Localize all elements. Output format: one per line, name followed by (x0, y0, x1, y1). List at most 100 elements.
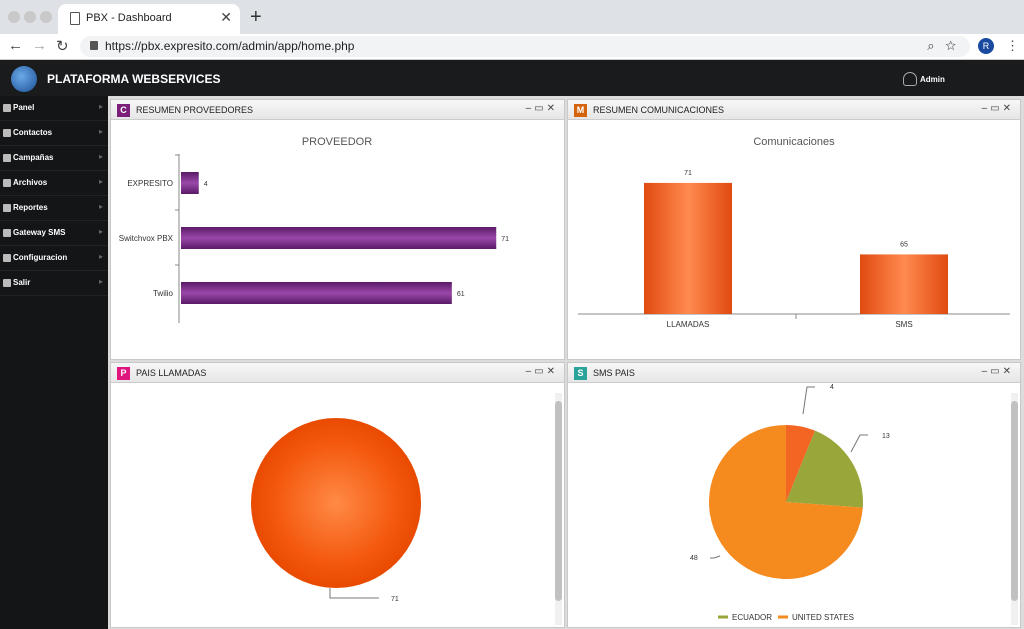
list-icon (3, 204, 11, 212)
sidebar-item-label: Reportes (13, 203, 48, 212)
scrollbar[interactable] (555, 393, 562, 625)
sidebar-item-panel[interactable]: Panel ▸ (0, 96, 108, 121)
sidebar-item-label: Configuracion (13, 253, 68, 262)
category-label: LLAMADAS (667, 320, 710, 329)
window-close-button[interactable] (8, 11, 20, 23)
sidebar-item-label: Campañas (13, 153, 54, 162)
sidebar-item-archivos[interactable]: Archivos ▸ (0, 171, 108, 196)
bar (860, 254, 948, 314)
page-icon (70, 12, 80, 25)
proveedor-bar-chart: PROVEEDOR EXPRESITO 4 Switchvox PBX 71 Twilio… (119, 136, 509, 323)
panel-window-controls[interactable]: –▭✕ (981, 103, 1014, 114)
pie-slice (786, 430, 863, 508)
panel-badge: M (574, 104, 587, 117)
profile-avatar[interactable]: R (978, 38, 994, 54)
user-icon[interactable] (903, 72, 917, 86)
panel-header: M RESUMEN COMUNICACIONES –▭✕ (568, 100, 1020, 120)
contacts-icon (3, 129, 11, 137)
pie-value-label: 4 (830, 384, 834, 391)
file-icon (3, 179, 11, 187)
pie-label-leader (802, 386, 815, 415)
layers-icon (3, 229, 11, 237)
panel-title: RESUMEN COMUNICACIONES (593, 105, 725, 115)
gear-icon (3, 254, 11, 262)
home-icon (3, 104, 11, 112)
bar (181, 282, 452, 304)
chevron-right-icon: ▸ (98, 227, 103, 236)
panel-title: PAIS LLAMADAS (136, 368, 207, 378)
panel-sms-pais: S SMS PAIS –▭✕ 4 13 48 ECUADOR UNITED STATES (567, 362, 1021, 628)
panel-header: S SMS PAIS –▭✕ (568, 363, 1020, 383)
pie-value-label: 48 (690, 555, 698, 562)
pie-value-label: 13 (882, 433, 890, 440)
url-text[interactable]: https://pbx.expresito.com/admin/app/home… (105, 39, 355, 53)
pie-slice (251, 418, 421, 588)
panel-pais-llamadas: P PAIS LLAMADAS –▭✕ 71 (110, 362, 565, 628)
panel-badge: S (574, 367, 587, 380)
app-header: PLATAFORMA WEBSERVICES Admin (0, 60, 1024, 96)
globe-logo-icon (11, 66, 37, 92)
chevron-right-icon: ▸ (98, 177, 103, 186)
reload-icon[interactable]: ↻ (56, 38, 69, 55)
category-label: Twilio (153, 289, 174, 298)
panel-window-controls[interactable]: –▭✕ (981, 366, 1014, 377)
scrollbar-thumb[interactable] (1011, 401, 1018, 601)
value-label: 65 (900, 241, 908, 248)
pie-label-leader (710, 555, 721, 559)
url-field[interactable]: https://pbx.expresito.com/admin/app/home… (80, 36, 970, 57)
panel-title: SMS PAIS (593, 368, 635, 378)
panel-badge: P (117, 367, 130, 380)
chart-title: Comunicaciones (753, 136, 835, 148)
browser-tab[interactable]: PBX - Dashboard ✕ (58, 4, 240, 34)
sidebar-item-contactos[interactable]: Contactos ▸ (0, 121, 108, 146)
scrollbar[interactable] (1011, 393, 1018, 625)
category-label: Switchvox PBX (119, 234, 174, 243)
back-icon[interactable]: ← (8, 37, 23, 54)
comunicaciones-bar-chart: Comunicaciones 71 LLAMADAS 65 SMS (578, 136, 1010, 329)
pie-slice (786, 425, 816, 502)
user-name[interactable]: Admin (920, 75, 945, 84)
logout-icon (3, 279, 11, 287)
sidebar-item-gateway-sms[interactable]: Gateway SMS ▸ (0, 221, 108, 246)
category-label: SMS (895, 320, 912, 329)
window-minimize-button[interactable] (24, 11, 36, 23)
bar (644, 182, 732, 314)
panel-window-controls[interactable]: –▭✕ (525, 103, 558, 114)
forward-icon[interactable]: → (32, 37, 47, 54)
value-label: 71 (501, 236, 509, 243)
address-bar: ← → ↻ https://pbx.expresito.com/admin/ap… (0, 34, 1024, 60)
panel-badge: C (117, 104, 130, 117)
menu-icon[interactable]: ⋮ (1006, 38, 1019, 53)
pie-label-leader (329, 588, 379, 599)
category-label: EXPRESITO (127, 179, 173, 188)
chevron-right-icon: ▸ (98, 252, 103, 261)
bar (181, 227, 497, 249)
legend-label: UNITED STATES (792, 613, 854, 622)
pais-llamadas-pie-chart: 71 (251, 418, 421, 603)
zoom-and-bookmark-icons[interactable]: ⌕ ☆ (927, 38, 956, 53)
pie-value-label: 71 (391, 596, 399, 603)
tab-close-icon[interactable]: ✕ (220, 9, 232, 25)
browser-tab-bar: PBX - Dashboard ✕ + (0, 0, 1024, 34)
sidebar: Panel ▸ Contactos ▸ Campañas ▸ Archivos … (0, 96, 108, 629)
panel-header: P PAIS LLAMADAS –▭✕ (111, 363, 564, 383)
legend-label: ECUADOR (732, 613, 772, 622)
sms-pais-pie-chart: 4 13 48 ECUADOR UNITED STATES (690, 384, 890, 622)
chevron-right-icon: ▸ (98, 152, 103, 161)
pie-slice (709, 425, 863, 579)
bar (181, 172, 199, 194)
scrollbar-thumb[interactable] (555, 401, 562, 601)
new-tab-button[interactable]: + (250, 6, 262, 28)
value-label: 71 (684, 170, 692, 177)
sidebar-item-salir[interactable]: Salir ▸ (0, 271, 108, 296)
sidebar-item-campanas[interactable]: Campañas ▸ (0, 146, 108, 171)
panel-title: RESUMEN PROVEEDORES (136, 105, 254, 115)
chevron-right-icon: ▸ (98, 202, 103, 211)
panel-window-controls[interactable]: –▭✕ (525, 366, 558, 377)
chart-title: PROVEEDOR (302, 136, 372, 148)
sidebar-item-label: Contactos (13, 128, 53, 137)
window-zoom-button[interactable] (40, 11, 52, 23)
sidebar-item-reportes[interactable]: Reportes ▸ (0, 196, 108, 221)
chevron-right-icon: ▸ (98, 127, 103, 136)
sidebar-item-configuracion[interactable]: Configuracion ▸ (0, 246, 108, 271)
